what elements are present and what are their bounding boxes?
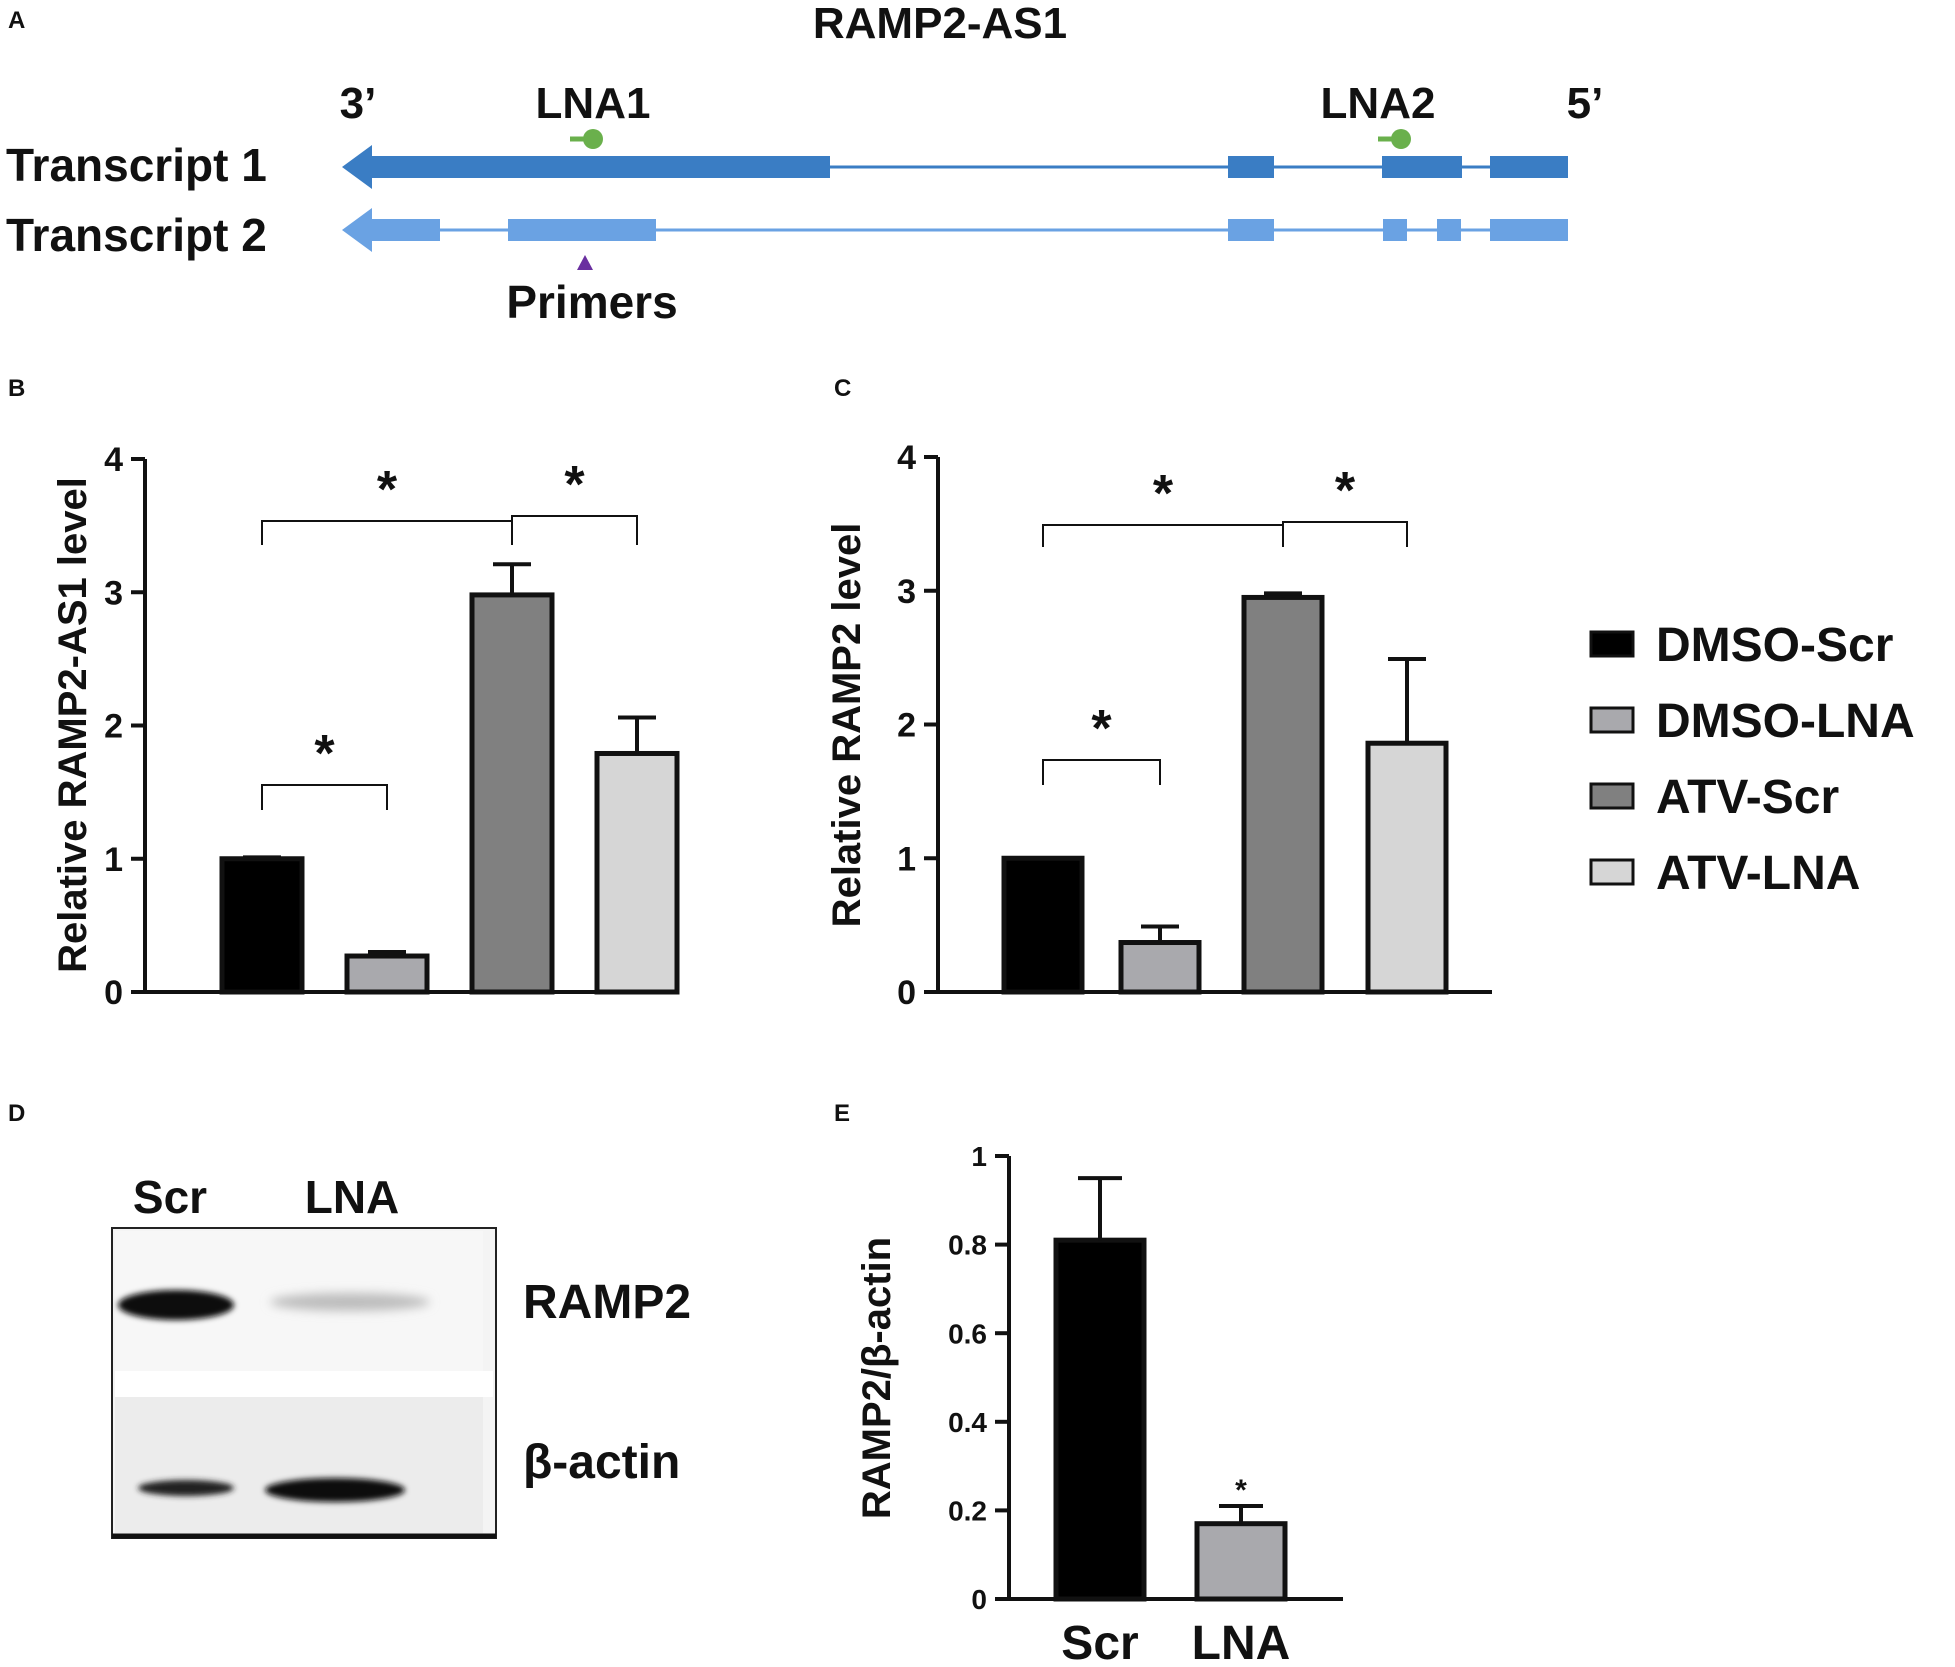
y-tick-label: 2 xyxy=(897,707,916,745)
y-tick-label: 3 xyxy=(897,573,916,611)
bar xyxy=(219,856,305,995)
bar xyxy=(594,750,680,995)
x-tick-label: LNA xyxy=(1192,1617,1291,1667)
bar xyxy=(1001,855,1085,995)
transcript-1-exon-2 xyxy=(1228,156,1274,178)
y-tick-label: 0.4 xyxy=(948,1407,987,1438)
transcript-1-diagram xyxy=(342,145,1568,189)
y-tick-label: 1 xyxy=(104,841,123,879)
lane-label-scr: Scr xyxy=(133,1171,207,1223)
transcript-2-arrowhead xyxy=(342,208,372,252)
y-axis-label: Relative RAMP2-AS1 level xyxy=(51,477,95,973)
y-tick-label: 0.2 xyxy=(948,1495,987,1526)
bar xyxy=(469,592,555,995)
significance-asterisk: * xyxy=(1153,465,1174,523)
significance-asterisk: * xyxy=(564,456,585,514)
y-tick-label: 0 xyxy=(897,974,916,1012)
legend-label: DMSO-LNA xyxy=(1656,695,1915,748)
band-ramp2-scr xyxy=(118,1290,234,1320)
y-tick-label: 0 xyxy=(971,1584,987,1615)
significance-bracket xyxy=(1282,521,1408,547)
end-5prime: 5’ xyxy=(1567,79,1604,128)
western-blot-image xyxy=(111,1227,497,1539)
lna2-probe-icon xyxy=(1378,129,1411,149)
transcript-2-diagram xyxy=(342,208,1568,252)
y-axis-label: Relative RAMP2 level xyxy=(825,523,869,928)
significance-bracket xyxy=(261,520,513,545)
bar xyxy=(1053,1237,1147,1602)
panel-label-b: B xyxy=(8,375,25,402)
transcript-2-exon-3 xyxy=(1228,219,1274,241)
transcript-2-exon-1 xyxy=(370,219,440,241)
transcript-2-exon-6 xyxy=(1490,219,1568,241)
bar xyxy=(1241,594,1325,995)
x-tick-label: Scr xyxy=(1061,1617,1138,1667)
legend: DMSO-Scr DMSO-LNA ATV-Scr ATV-LNA xyxy=(1589,619,1915,900)
lane-label-lna: LNA xyxy=(305,1171,400,1223)
primer-marker-icon xyxy=(577,255,593,270)
significance-bracket xyxy=(511,515,638,545)
transcript-2-label: Transcript 2 xyxy=(6,209,267,261)
y-tick-label: 0.8 xyxy=(948,1230,987,1261)
bar xyxy=(1118,940,1202,995)
transcript-2-exon-2 xyxy=(508,219,656,241)
y-tick-label: 1 xyxy=(971,1141,987,1172)
legend-swatch xyxy=(1589,706,1635,734)
panel-label-a: A xyxy=(8,7,25,34)
legend-label: DMSO-Scr xyxy=(1656,619,1893,672)
blot-gap xyxy=(115,1371,493,1397)
gene-title: RAMP2-AS1 xyxy=(813,0,1067,48)
lna2-label: LNA2 xyxy=(1321,79,1436,128)
significance-asterisk: * xyxy=(1235,1474,1247,1507)
legend-swatch xyxy=(1589,858,1635,886)
band-ramp2-lna xyxy=(270,1293,430,1311)
bar xyxy=(344,953,430,995)
y-tick-label: 4 xyxy=(897,439,916,477)
transcript-1-arrowhead xyxy=(342,145,372,189)
primers-label: Primers xyxy=(506,276,677,328)
transcript-1-label: Transcript 1 xyxy=(6,139,267,191)
y-tick-label: 0.6 xyxy=(948,1318,987,1349)
transcript-1-exon-1 xyxy=(370,156,830,178)
y-tick-label: 1 xyxy=(897,840,916,878)
y-tick-label: 0 xyxy=(104,974,123,1012)
bar xyxy=(1365,740,1449,995)
significance-asterisk: * xyxy=(1335,462,1356,520)
transcript-2-exon-4 xyxy=(1383,219,1407,241)
significance-bracket xyxy=(1042,524,1284,547)
y-tick-label: 2 xyxy=(104,708,123,746)
panel-label-c: C xyxy=(834,375,851,402)
panel-label-d: D xyxy=(8,1100,25,1127)
transcript-1-exon-4 xyxy=(1490,156,1568,178)
significance-asterisk: * xyxy=(377,461,398,519)
row-label-actin: β-actin xyxy=(523,1436,680,1489)
legend-swatch xyxy=(1589,782,1635,810)
band-actin-lna xyxy=(265,1478,405,1502)
chart-e: 0 0.2 0.4 0.6 0.8 1 RAMP2/β-actin Scr LNA * xyxy=(855,1141,1343,1667)
y-tick-label: 3 xyxy=(104,574,123,612)
bar xyxy=(1194,1521,1288,1602)
y-tick-label: 4 xyxy=(104,441,123,479)
y-axis-label: RAMP2/β-actin xyxy=(855,1237,899,1519)
lna1-probe-icon xyxy=(570,129,603,149)
legend-label: ATV-Scr xyxy=(1656,771,1839,824)
significance-bracket xyxy=(1042,759,1161,785)
end-3prime: 3’ xyxy=(340,79,377,128)
significance-asterisk: * xyxy=(314,725,335,783)
blot-strip-actin xyxy=(115,1397,483,1533)
significance-bracket xyxy=(261,784,388,810)
chart-c: 0 1 2 3 4 Relative RAMP2 level * * * xyxy=(825,439,1492,1012)
panel-label-e: E xyxy=(834,1100,850,1127)
legend-label: ATV-LNA xyxy=(1656,847,1860,900)
legend-swatch xyxy=(1589,630,1635,658)
row-label-ramp2: RAMP2 xyxy=(523,1276,691,1329)
significance-asterisk: * xyxy=(1091,700,1112,758)
transcript-2-exon-5 xyxy=(1437,219,1461,241)
band-actin-scr xyxy=(138,1480,234,1496)
lna1-label: LNA1 xyxy=(536,79,651,128)
transcript-1-exon-3 xyxy=(1382,156,1462,178)
